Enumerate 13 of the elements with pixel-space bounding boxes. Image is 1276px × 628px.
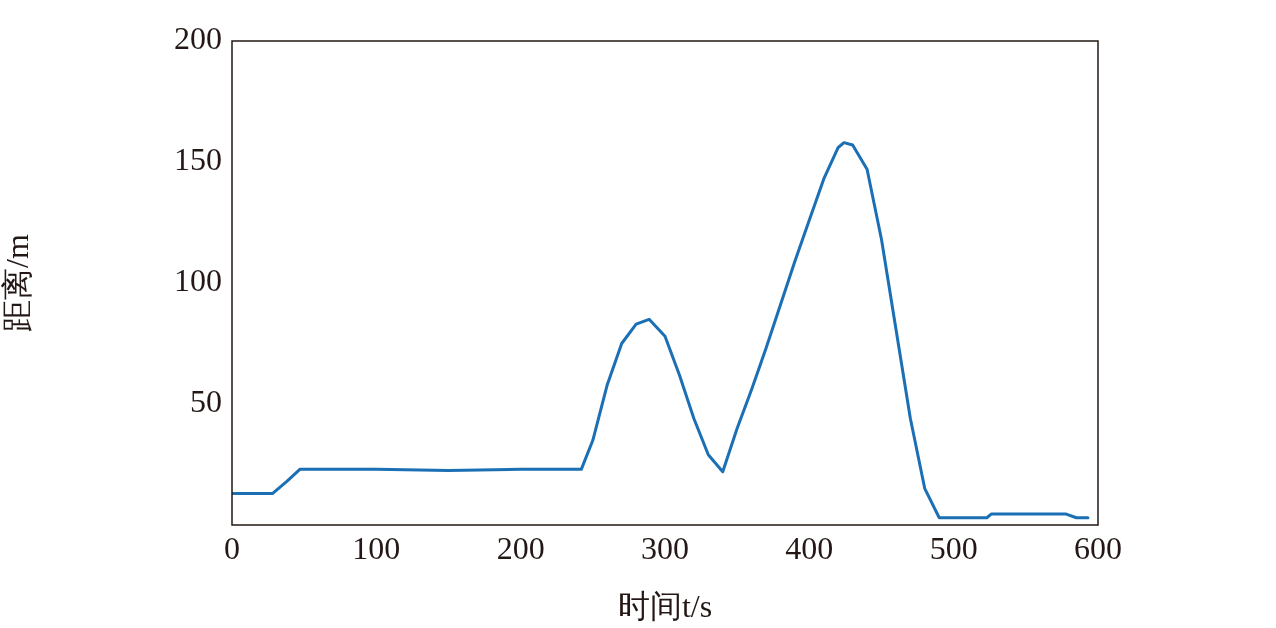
x-tick-label: 500 <box>929 529 978 566</box>
x-axis-title: 时间t/s <box>617 588 713 625</box>
x-tick-label: 200 <box>496 529 545 566</box>
x-tick-label: 100 <box>352 529 401 566</box>
x-tick-label: 600 <box>1074 529 1122 566</box>
y-tick-label: 50 <box>190 383 222 420</box>
x-tick-label: 0 <box>224 529 240 566</box>
x-tick-label: 300 <box>641 529 689 566</box>
y-tick-label: 100 <box>174 262 222 299</box>
y-tick-label: 150 <box>174 141 222 178</box>
y-tick-label: 200 <box>174 20 222 57</box>
x-tick-label: 400 <box>785 529 834 566</box>
y-axis-title: 距离/m <box>0 234 35 332</box>
